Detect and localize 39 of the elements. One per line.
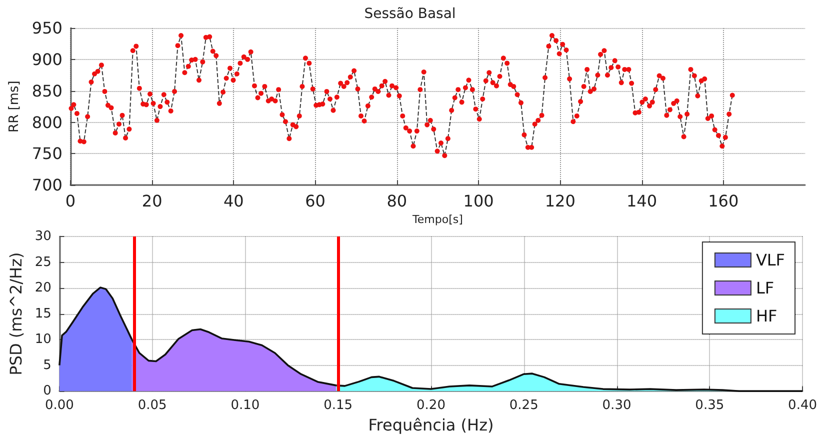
- x-tick-label: 80: [386, 192, 408, 211]
- y-tick-label: 800: [32, 112, 62, 132]
- x-axis-title: Tempo[s]: [412, 213, 463, 226]
- x-tick-label: 0.00: [44, 398, 74, 414]
- y-tick-label: 5: [43, 358, 52, 373]
- x-tick-label: 0.30: [602, 398, 632, 414]
- x-tick-label: 0.20: [416, 398, 446, 414]
- x-tick-label: 140: [626, 192, 658, 211]
- x-tick-label: 0.05: [138, 398, 167, 414]
- y-tick-label: 20: [34, 280, 52, 296]
- x-tick-label: 0.35: [695, 398, 724, 414]
- x-tick-label: 0.25: [509, 398, 538, 414]
- legend-label: VLF: [756, 250, 785, 270]
- x-tick-label: 60: [305, 192, 326, 211]
- x-tick-label: 160: [708, 192, 739, 211]
- y-tick-label: 10: [34, 332, 52, 348]
- legend-label: HF: [756, 306, 778, 326]
- y-tick-label: 950: [32, 18, 62, 38]
- x-tick-label: 0.40: [788, 398, 818, 414]
- x-tick-label: 40: [223, 192, 244, 211]
- chart-title: Sessão Basal: [364, 6, 456, 22]
- x-axis-title: Frequência (Hz): [368, 416, 494, 434]
- x-tick-label: 120: [544, 192, 576, 211]
- y-axis-title: PSD (ms^2/Hz): [6, 252, 26, 376]
- x-tick-label: 0.15: [324, 398, 353, 414]
- x-tick-label: 100: [463, 192, 494, 211]
- y-tick-label: 850: [32, 81, 62, 100]
- y-tick-label: 30: [34, 229, 52, 244]
- y-tick-label: 700: [32, 176, 62, 195]
- y-tick-label: 900: [32, 50, 62, 69]
- y-axis-title: RR [ms]: [7, 80, 22, 132]
- x-tick-label: 0.10: [230, 398, 260, 414]
- y-tick-label: 15: [34, 306, 52, 322]
- y-tick-label: 750: [32, 144, 62, 164]
- y-tick-label: 25: [34, 254, 52, 270]
- y-tick-label: 0: [43, 384, 52, 399]
- x-tick-label: 20: [142, 192, 162, 211]
- x-tick-label: 0: [65, 192, 76, 211]
- legend-label: LF: [756, 278, 774, 298]
